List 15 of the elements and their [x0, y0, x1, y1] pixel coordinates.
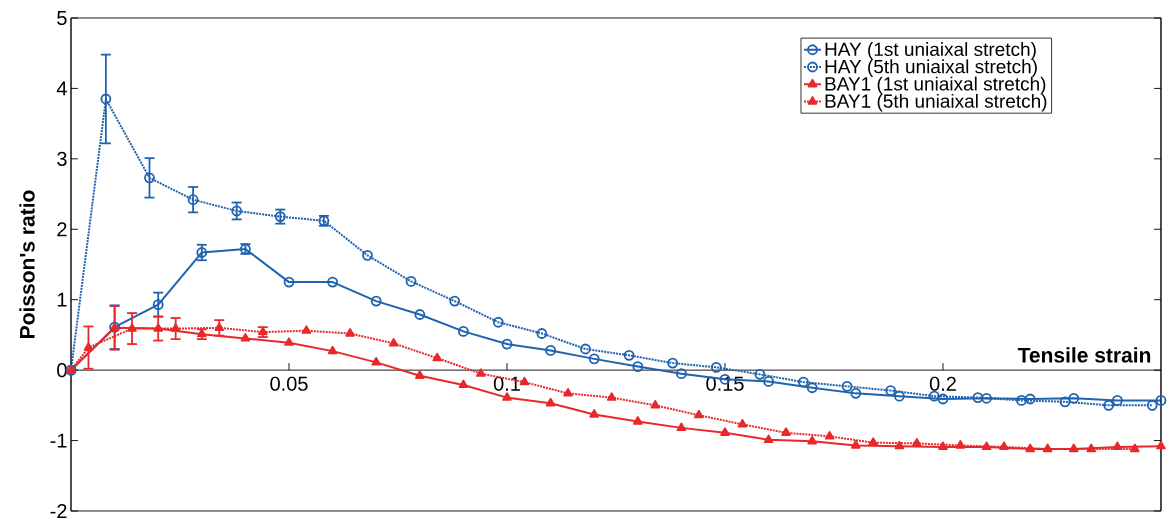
- legend-label: HAY (1st uniaixal stretch): [825, 42, 1036, 60]
- legend-label: BAY1 (1st uniaixal stretch): [825, 76, 1046, 95]
- legend-label: BAY1 (5th uniaixal stretch): [825, 93, 1047, 112]
- x-axis-title: Tensile strain: [1017, 347, 1151, 363]
- y-tick-label: 2: [57, 222, 67, 237]
- x-tick-label: 0.2: [929, 376, 956, 391]
- y-tick-label: 5: [57, 11, 67, 25]
- y-tick-label: -2: [50, 504, 67, 518]
- y-axis-title: Poisson's ratio: [19, 190, 35, 338]
- y-tick-label: 1: [57, 292, 67, 307]
- y-tick-label: -1: [50, 433, 67, 448]
- x-tick-label: 0.1: [493, 376, 520, 391]
- y-tick-label: 3: [57, 151, 67, 166]
- y-tick-label: 4: [56, 81, 67, 96]
- x-tick-label: 0.05: [270, 376, 308, 391]
